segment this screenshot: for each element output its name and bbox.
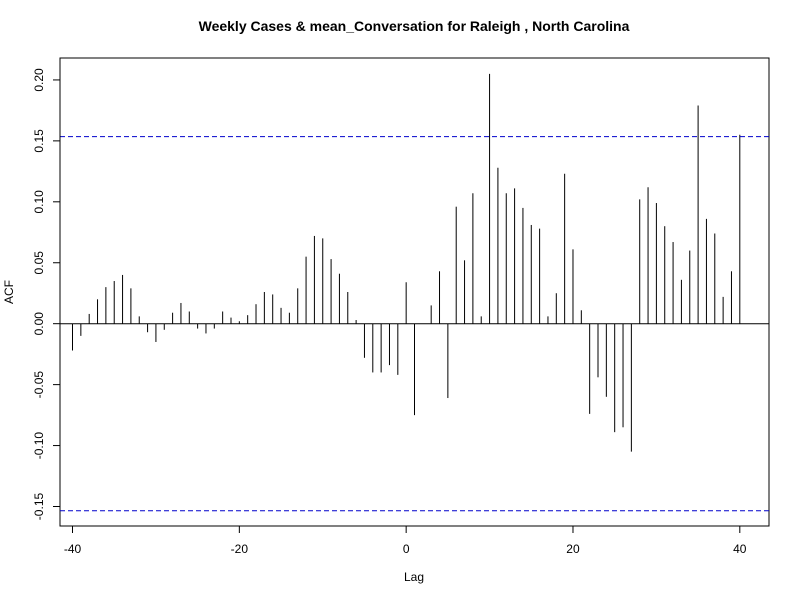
y-tick-label: -0.15 xyxy=(32,493,46,521)
x-tick-label: 0 xyxy=(403,542,410,556)
y-tick-label: -0.05 xyxy=(32,371,46,399)
y-tick-label: 0.05 xyxy=(32,251,46,275)
x-tick-label: -40 xyxy=(64,542,82,556)
y-axis: -0.15 -0.10 -0.05 0.00 0.05 0.10 0.15 0.20 xyxy=(32,68,61,521)
plot-frame xyxy=(59,57,770,527)
y-tick-label: 0.20 xyxy=(32,68,46,92)
x-tick-label: 20 xyxy=(566,542,580,556)
y-tick-label: -0.10 xyxy=(32,432,46,460)
y-axis-label: ACF xyxy=(2,280,16,304)
acf-bars xyxy=(72,73,741,452)
chart-title: Weekly Cases & mean_Conversation for Ral… xyxy=(199,18,630,34)
x-tick-label: -20 xyxy=(231,542,249,556)
x-axis-label: Lag xyxy=(404,570,424,584)
y-tick-label: 0.00 xyxy=(32,312,46,336)
y-tick-label: 0.10 xyxy=(32,190,46,214)
x-axis: -40 -20 0 20 40 xyxy=(64,525,747,556)
y-tick-label: 0.15 xyxy=(32,129,46,153)
x-tick-label: 40 xyxy=(733,542,747,556)
